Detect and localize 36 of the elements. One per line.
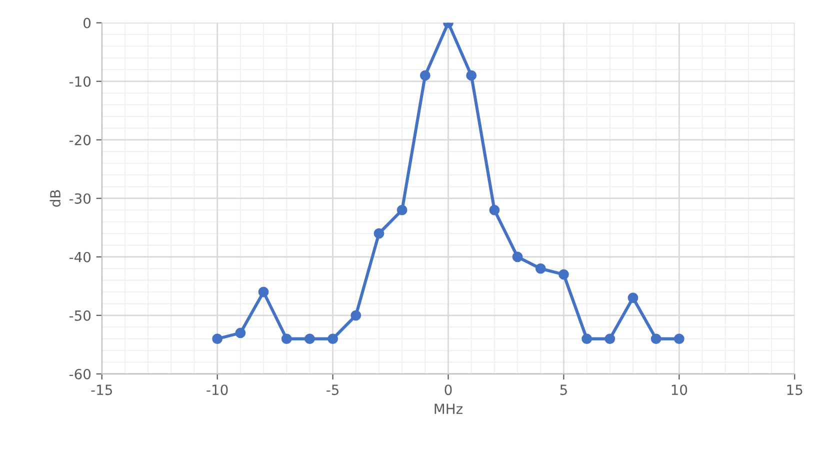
point (396, 204, 408, 216)
point (374, 228, 384, 239)
point (258, 286, 269, 298)
point (420, 70, 430, 81)
x-tick-label: 15 (787, 384, 802, 396)
point (582, 334, 592, 344)
point (466, 70, 477, 81)
point (235, 328, 246, 338)
point (304, 334, 315, 344)
y-tick-label: -60 (69, 368, 91, 380)
x-tick-label: 5 (560, 384, 567, 396)
x-axis-title: MHz (434, 404, 463, 414)
y-tick-label: -30 (69, 193, 91, 204)
point (489, 204, 500, 216)
point (650, 334, 662, 344)
point (350, 310, 362, 321)
y-tick-label: -50 (69, 310, 91, 321)
y-tick-label: -40 (69, 252, 91, 262)
point (674, 334, 684, 344)
point (512, 252, 523, 262)
point (328, 334, 338, 344)
y-tick-label: -20 (69, 134, 91, 146)
x-tick-label: 0 (444, 384, 452, 396)
point (212, 334, 223, 344)
point (558, 269, 569, 280)
point (281, 334, 292, 344)
point (604, 334, 616, 344)
point (628, 292, 638, 304)
point (535, 263, 546, 274)
x-tick-label: -5 (326, 384, 339, 396)
y-axis-title: dB (50, 190, 61, 207)
y-tick-label: 0 (84, 18, 91, 28)
x-tick-label: -15 (91, 384, 112, 396)
x-tick-label: -10 (206, 384, 228, 396)
y-tick-label: -10 (69, 76, 91, 87)
x-tick-label: 10 (672, 384, 688, 396)
